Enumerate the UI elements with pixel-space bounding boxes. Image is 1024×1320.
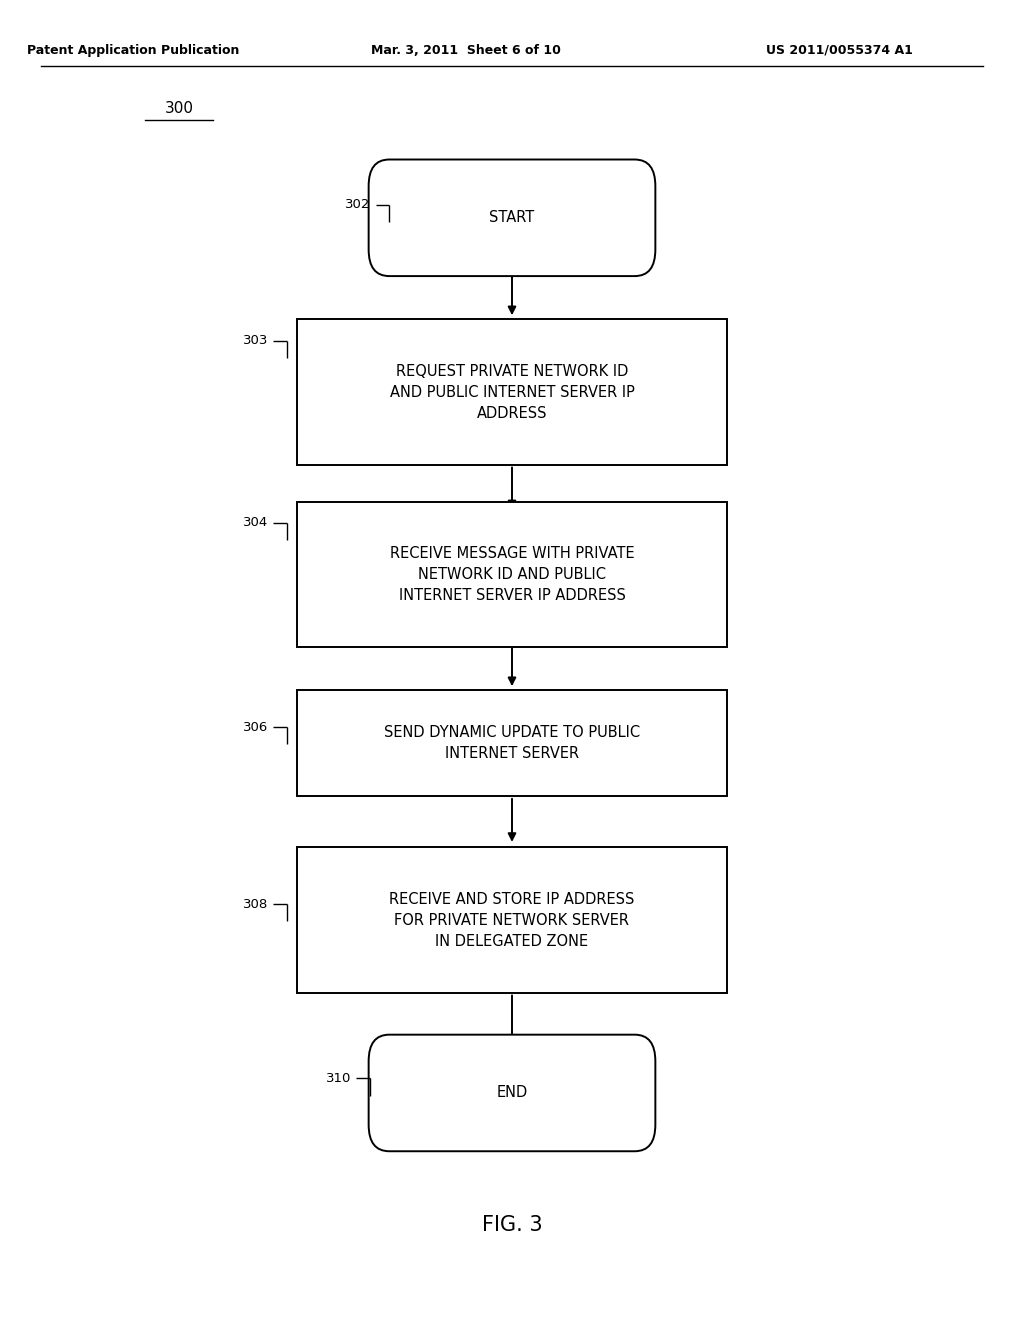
Text: REQUEST PRIVATE NETWORK ID
AND PUBLIC INTERNET SERVER IP
ADDRESS: REQUEST PRIVATE NETWORK ID AND PUBLIC IN… — [389, 363, 635, 421]
Text: Mar. 3, 2011  Sheet 6 of 10: Mar. 3, 2011 Sheet 6 of 10 — [371, 44, 561, 57]
Text: 300: 300 — [165, 100, 194, 116]
Text: RECEIVE AND STORE IP ADDRESS
FOR PRIVATE NETWORK SERVER
IN DELEGATED ZONE: RECEIVE AND STORE IP ADDRESS FOR PRIVATE… — [389, 891, 635, 949]
Text: END: END — [497, 1085, 527, 1101]
Text: 303: 303 — [243, 334, 268, 347]
Text: Patent Application Publication: Patent Application Publication — [27, 44, 240, 57]
Text: 310: 310 — [326, 1072, 351, 1085]
FancyBboxPatch shape — [369, 160, 655, 276]
Text: FIG. 3: FIG. 3 — [481, 1214, 543, 1236]
Text: 306: 306 — [243, 721, 268, 734]
Text: SEND DYNAMIC UPDATE TO PUBLIC
INTERNET SERVER: SEND DYNAMIC UPDATE TO PUBLIC INTERNET S… — [384, 725, 640, 762]
Text: RECEIVE MESSAGE WITH PRIVATE
NETWORK ID AND PUBLIC
INTERNET SERVER IP ADDRESS: RECEIVE MESSAGE WITH PRIVATE NETWORK ID … — [390, 545, 634, 603]
Text: START: START — [489, 210, 535, 226]
Bar — [297, 502, 727, 647]
Text: US 2011/0055374 A1: US 2011/0055374 A1 — [766, 44, 913, 57]
Bar — [297, 319, 727, 465]
Bar — [297, 847, 727, 993]
Bar — [297, 690, 727, 796]
Text: 308: 308 — [243, 898, 268, 911]
Text: 302: 302 — [345, 198, 371, 211]
Text: 304: 304 — [243, 516, 268, 529]
FancyBboxPatch shape — [369, 1035, 655, 1151]
